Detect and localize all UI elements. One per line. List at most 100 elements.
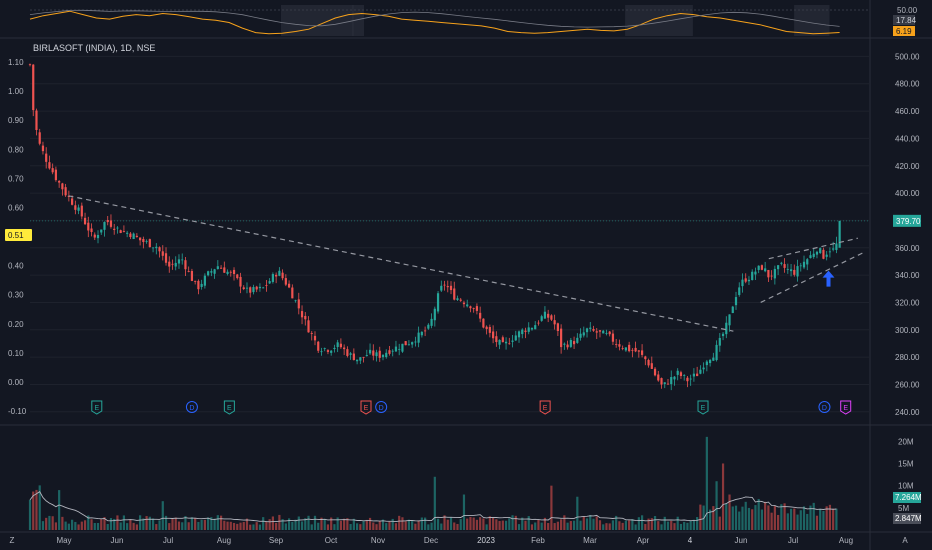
volume-bar <box>255 522 258 530</box>
candle-body <box>109 220 113 227</box>
volume-bar <box>466 518 469 530</box>
earnings-marker-icon <box>360 400 372 415</box>
candle-body <box>168 261 171 267</box>
volume-bar <box>219 515 223 530</box>
candle-body <box>126 232 129 234</box>
candle-body <box>504 341 508 344</box>
volume-bar <box>757 498 760 530</box>
volume-bar <box>417 520 420 530</box>
time-tick-label: Jun <box>735 536 748 545</box>
candle-body <box>77 207 80 211</box>
candle-body <box>806 259 809 265</box>
volume-bar <box>440 523 443 530</box>
oscillator-value-badge <box>893 15 915 25</box>
candle-body <box>213 269 216 274</box>
candle-body <box>631 349 634 351</box>
candle-body <box>721 333 725 337</box>
volume-bar <box>381 519 385 530</box>
time-tick-label: Dec <box>424 536 438 545</box>
volume-bar <box>605 523 608 530</box>
candle-body <box>770 275 773 277</box>
candle-body <box>576 337 579 343</box>
volume-bar <box>783 503 786 530</box>
volume-bar <box>485 524 488 530</box>
volume-tick-label: 5M <box>898 504 909 513</box>
price-tick-label: 300.00 <box>895 326 920 335</box>
candle-body <box>628 344 631 352</box>
volume-bar <box>589 514 592 530</box>
symbol-title: BIRLASOFT (INDIA), 1D, NSE <box>33 43 156 53</box>
candle-body <box>388 350 391 354</box>
event-marker-label: E <box>364 405 369 412</box>
volume-bar <box>249 524 252 530</box>
volume-bar <box>135 524 138 530</box>
candle-body <box>524 330 527 332</box>
volume-bar <box>411 521 414 530</box>
candle-body <box>48 162 51 169</box>
candle-body <box>116 227 119 229</box>
candle-body <box>343 347 346 350</box>
volume-bar <box>734 505 738 530</box>
candle-body <box>621 348 624 349</box>
volume-bar <box>699 504 702 530</box>
candle-body <box>177 259 181 264</box>
candle-body <box>194 280 197 282</box>
last-price-label: 379.70 <box>896 217 921 226</box>
volume-bar <box>216 515 219 530</box>
candle-body <box>712 357 715 361</box>
volume-bar <box>540 522 543 530</box>
event-marker-label: D <box>379 405 384 412</box>
volume-bar <box>764 501 767 530</box>
volume-bar <box>731 506 734 530</box>
volume-bar <box>317 522 320 530</box>
candle-body <box>809 255 812 259</box>
time-tick-label: Jun <box>111 536 124 545</box>
candle-body <box>41 145 45 152</box>
time-tick-label: 2023 <box>477 536 495 545</box>
volume-bar <box>744 501 747 530</box>
candle-body <box>780 262 783 264</box>
candle-body <box>553 320 556 325</box>
candle-body <box>508 343 511 345</box>
volume-bar <box>58 490 61 530</box>
time-tick-label: Aug <box>217 536 231 545</box>
volume-bar <box>80 521 83 530</box>
volume-bar <box>359 524 362 530</box>
volume-bar <box>488 516 491 530</box>
volume-bar <box>576 496 579 530</box>
volume-bar <box>741 506 744 530</box>
left-tick-label: 1.00 <box>8 87 24 96</box>
candle-body <box>407 344 411 346</box>
candle-body <box>291 287 294 299</box>
volume-bar <box>113 518 116 530</box>
oscillator-value-label: 6.19 <box>896 27 912 36</box>
event-marker-label: D <box>189 405 194 412</box>
volume-bar <box>232 522 236 530</box>
candle-body <box>731 306 734 314</box>
volume-bar <box>362 521 365 530</box>
volume-bar <box>109 518 113 530</box>
candle-body <box>501 337 504 343</box>
candle-body <box>197 280 200 290</box>
volume-ma-label: 2.847M <box>895 514 922 523</box>
candle-body <box>181 259 184 261</box>
time-tick-label: Sep <box>269 536 284 545</box>
volume-bar <box>106 524 109 530</box>
volume-bar <box>284 523 287 530</box>
volume-bar <box>313 515 317 530</box>
candle-body <box>670 377 673 385</box>
volume-bar <box>200 519 203 530</box>
candle-body <box>158 247 161 252</box>
candle-body <box>679 372 683 377</box>
volume-bar <box>453 522 456 530</box>
candle-body <box>313 335 317 341</box>
candle-body <box>602 330 605 334</box>
volume-tick-label: 15M <box>898 459 914 468</box>
dividend-marker-icon <box>375 401 388 413</box>
price-tick-label: 340.00 <box>895 271 920 280</box>
volume-bar <box>650 518 653 530</box>
volume-bar <box>38 485 41 530</box>
volume-bar <box>598 520 602 530</box>
volume-bar <box>508 518 511 530</box>
